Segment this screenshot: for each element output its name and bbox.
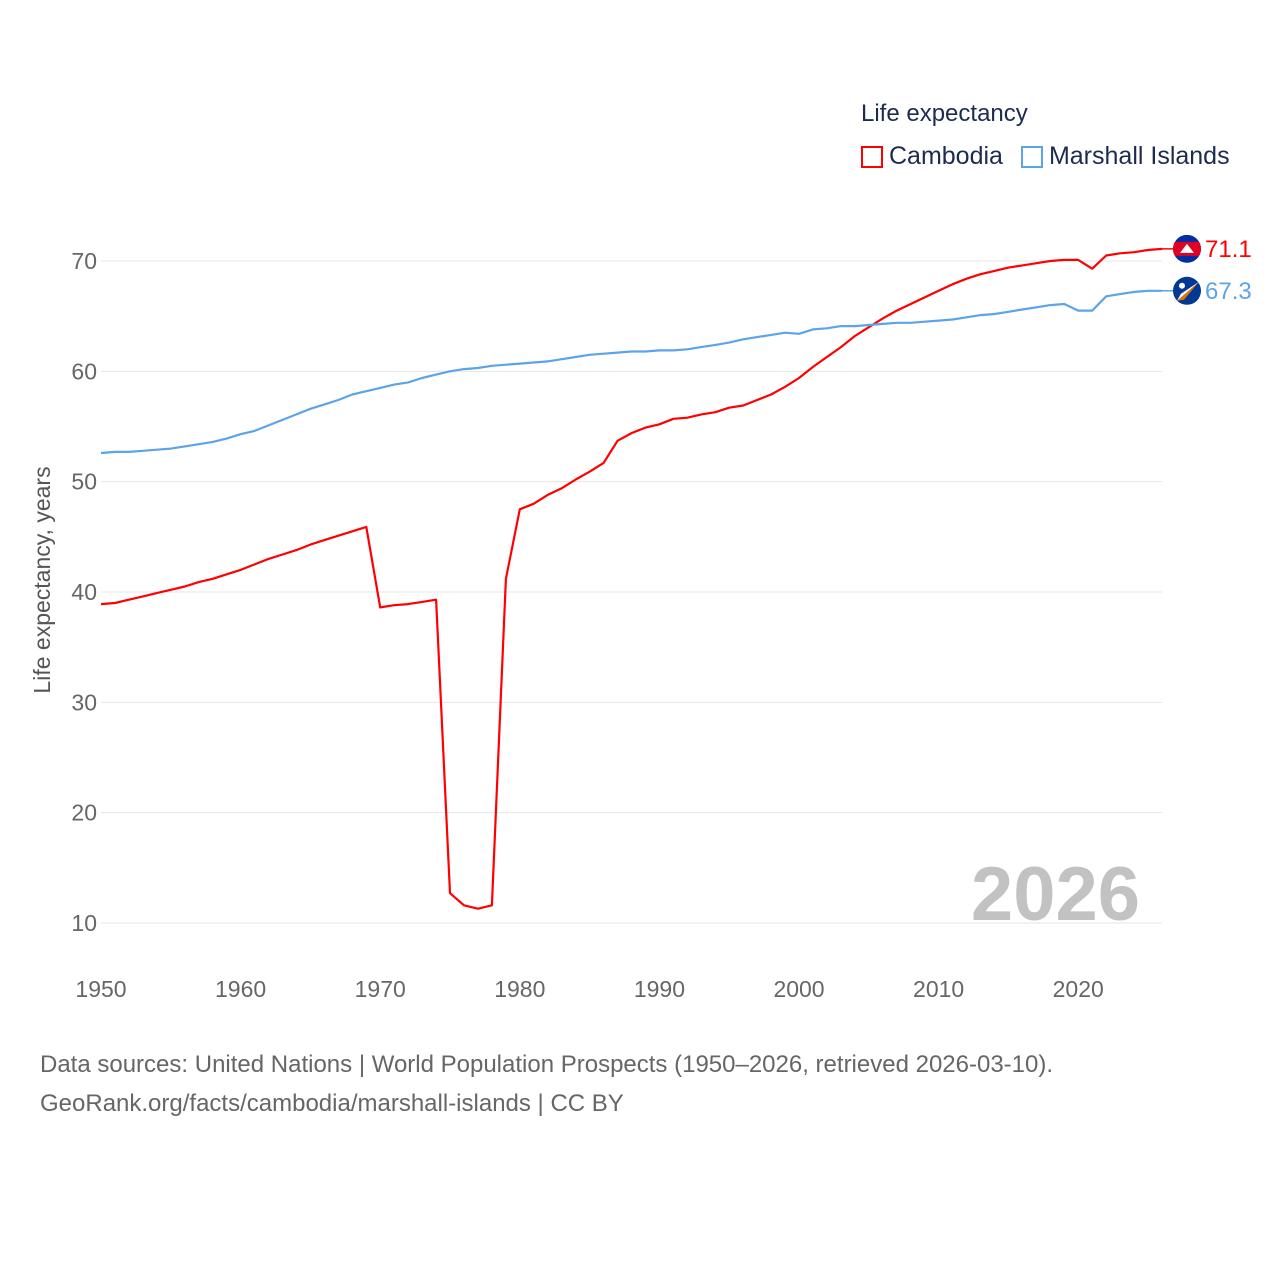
grid-lines bbox=[101, 260, 1162, 924]
x-tick-label: 2000 bbox=[773, 976, 824, 1002]
y-tick-label: 70 bbox=[71, 248, 97, 274]
flag-white-stripe bbox=[1177, 281, 1199, 301]
legend-label: Cambodia bbox=[889, 142, 1003, 170]
legend-swatch bbox=[1020, 145, 1043, 168]
y-tick-label: 20 bbox=[71, 800, 97, 826]
x-tick-labels: 1950 1960 1970 1980 1990 2000 2010 2020 bbox=[75, 976, 1103, 1002]
source-line-2[interactable]: GeoRank.org/facts/cambodia/marshall-isla… bbox=[40, 1090, 624, 1117]
legend-item-cambodia[interactable]: Cambodia bbox=[861, 142, 1003, 171]
marshall-islands-flag bbox=[1173, 276, 1201, 305]
cambodia-flag bbox=[1173, 234, 1201, 263]
star-icon bbox=[1179, 282, 1185, 289]
x-tick-label: 1950 bbox=[75, 976, 126, 1002]
y-tick-labels: 10 20 30 40 50 60 70 bbox=[71, 248, 97, 936]
end-value-label: 67.3 bbox=[1205, 278, 1252, 305]
x-tick-label: 1960 bbox=[215, 976, 266, 1002]
x-tick-label: 2010 bbox=[913, 976, 964, 1002]
temple-icon bbox=[1180, 243, 1194, 253]
source-line-1: Data sources: United Nations | World Pop… bbox=[40, 1051, 1054, 1078]
year-watermark: 2026 bbox=[971, 852, 1140, 937]
y-tick-label: 60 bbox=[71, 358, 97, 384]
legend: Cambodia Marshall Islands bbox=[861, 142, 1230, 171]
y-tick-label: 10 bbox=[71, 910, 97, 936]
source-note: Data sources: United Nations | World Pop… bbox=[40, 1045, 1053, 1123]
y-tick-label: 40 bbox=[71, 579, 97, 605]
y-tick-label: 50 bbox=[71, 469, 97, 495]
legend-swatch bbox=[861, 145, 883, 168]
end-value-label: 71.1 bbox=[1205, 236, 1252, 263]
x-tick-label: 1980 bbox=[494, 976, 545, 1002]
x-tick-label: 1970 bbox=[355, 976, 406, 1002]
series-line-cambodia bbox=[100, 247, 1163, 910]
series-line-marshall-islands bbox=[100, 289, 1162, 455]
y-axis-label: Life expectancy, years bbox=[29, 466, 55, 693]
legend-title: Life expectancy bbox=[861, 100, 1028, 127]
y-tick-label: 30 bbox=[71, 689, 97, 715]
x-tick-label: 2020 bbox=[1053, 976, 1104, 1002]
legend-label: Marshall Islands bbox=[1048, 142, 1230, 170]
legend-item-marshall-islands[interactable]: Marshall Islands bbox=[1020, 142, 1230, 171]
x-tick-label: 1990 bbox=[634, 976, 685, 1002]
